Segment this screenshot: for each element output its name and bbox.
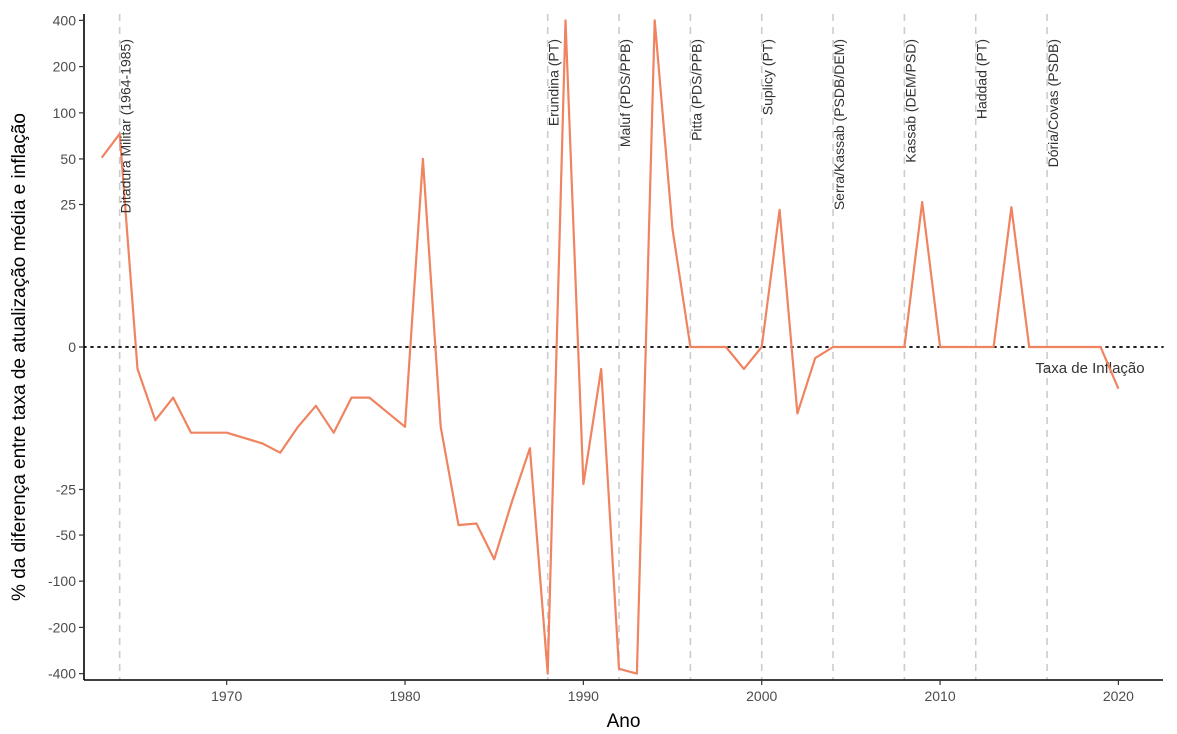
series-line	[100, 19, 1120, 675]
x-tick-label: 1990	[568, 688, 599, 704]
x-tick-label: 2020	[1103, 688, 1134, 704]
y-tick-label: -400	[48, 666, 76, 682]
x-tick-label: 2010	[924, 688, 955, 704]
y-axis-title: % da diferença entre taxa de atualização…	[9, 113, 30, 601]
x-tick-label: 2000	[746, 688, 777, 704]
period-label: Serra/Kassab (PSDB/DEM)	[831, 39, 847, 210]
y-tick-label: -100	[48, 573, 76, 589]
y-tick-label: 0	[68, 339, 76, 355]
tick-labels: 1970 1980 1990 2000 2010 2020-400-200-100-50-…	[48, 12, 1134, 704]
period-label: Pitta (PDS/PPB)	[688, 39, 704, 141]
reference-line-label: Taxa de Inflação	[1035, 360, 1144, 377]
y-tick-label: 200	[53, 59, 77, 75]
y-tick-label: 400	[53, 12, 77, 28]
period-label: Erundina (PT)	[546, 39, 562, 126]
period-label: Maluf (PDS/PPB)	[617, 39, 633, 147]
period-labels: Ditadura Militar (1964-1985) Erundina (PT…	[118, 39, 1061, 213]
y-tick-label: -200	[48, 619, 76, 635]
period-label: Dória/Covas (PSDB)	[1045, 39, 1061, 167]
reference-line-group: Taxa de Inflação	[83, 346, 1164, 377]
period-label: Suplicy (PT)	[760, 39, 776, 115]
x-axis-title: Ano	[607, 711, 641, 729]
y-tick-label: 100	[53, 105, 77, 121]
period-label: Haddad (PT)	[974, 39, 990, 119]
x-tick-label: 1970	[211, 688, 242, 704]
y-tick-label: 25	[60, 197, 76, 213]
axes	[79, 14, 1163, 685]
period-label: Ditadura Militar (1964-1985)	[118, 39, 134, 213]
y-tick-label: -50	[56, 527, 76, 543]
period-label: Kassab (DEM/PSD)	[902, 39, 918, 163]
y-tick-label: -25	[56, 481, 76, 497]
series-group	[100, 19, 1120, 675]
period-lines	[118, 14, 1048, 680]
y-tick-label: 50	[60, 151, 76, 167]
x-tick-label: 1980	[389, 688, 420, 704]
